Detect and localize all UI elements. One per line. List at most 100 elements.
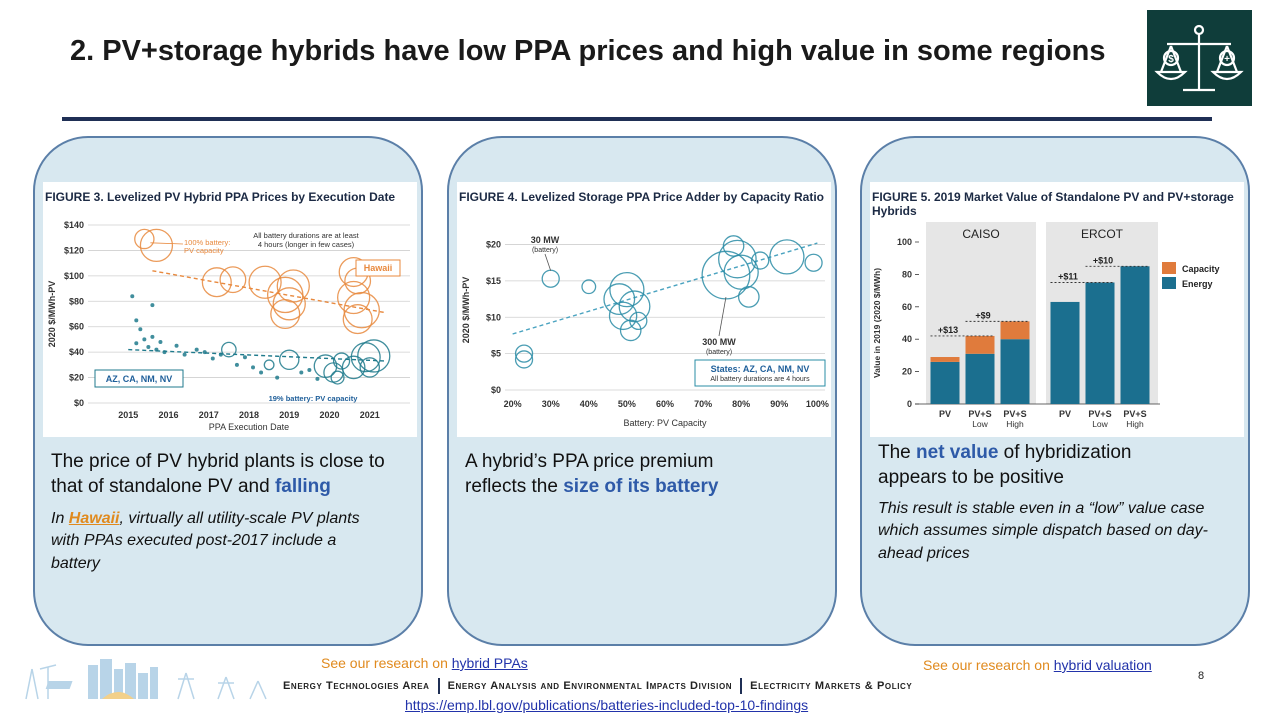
mainland-point <box>330 370 345 385</box>
duration-note: All battery durations are 4 hours <box>710 376 810 383</box>
y-tick-label: 0 <box>907 399 912 409</box>
footer-item-eaei: Energy Analysis and Environmental Impact… <box>447 679 733 692</box>
x-tick-label: 70% <box>694 399 712 409</box>
panel-pv-hybrid-prices: $0 $20 $40 $60 $80 $100 $120 $140 2015 2016 2017 20… <box>33 136 423 646</box>
y-tick-label: 60 <box>902 302 912 312</box>
title-divider <box>62 117 1212 121</box>
storage-point <box>618 290 651 323</box>
y-tick-label: $60 <box>69 322 84 332</box>
mainland-point <box>251 365 256 370</box>
figure-5-title: FIGURE 5. 2019 Market Value of Standalon… <box>872 190 1234 219</box>
hybrid-valuation-link[interactable]: hybrid valuation <box>1053 657 1152 673</box>
x-tick-label: 100% <box>806 399 829 409</box>
y-tick-label: $40 <box>69 347 84 357</box>
x-tick-label: 2019 <box>279 410 299 420</box>
balance-scale-icon: $ + <box>1154 24 1244 92</box>
x-category-label: PV <box>1059 409 1071 419</box>
panel-3-heading-post: of hybridization appears to be positive <box>878 442 1132 488</box>
storage-point <box>514 344 534 363</box>
mainland-point <box>332 352 351 370</box>
annotation-100pct: PV capacity <box>184 246 224 255</box>
annotation-19pct: 19% battery: PV capacity <box>269 394 359 403</box>
mainland-point <box>150 334 155 339</box>
legend-swatch-capacity <box>1162 262 1176 274</box>
x-tick-label: 20% <box>504 399 522 409</box>
legend-label-capacity: Capacity <box>1182 264 1220 274</box>
footer-separator <box>437 678 440 694</box>
energy-bar <box>965 353 995 404</box>
panel-3-subtext: This result is stable even in a “low” va… <box>878 500 1208 562</box>
mainland-point <box>275 375 280 380</box>
y-axis-label: 2020 $/MWh-PV <box>461 277 471 344</box>
x-category-label: High <box>1006 419 1024 429</box>
figure-4: $0 $5 $10 $15 $20 20% 30% 40% 50% 60% 70% 80% 90% 100… <box>457 182 831 437</box>
figure-5: CAISO ERCOT 0 20 40 60 80 100 Value in 2019 (202… <box>870 182 1244 437</box>
figure-3: $0 $20 $40 $60 $80 $100 $120 $140 2015 2016 2017 20… <box>43 182 417 437</box>
x-category-label: PV+S <box>1088 409 1111 419</box>
footer-bar: Energy Technologies Area Energy Analysis … <box>283 678 912 694</box>
x-tick-label: 2018 <box>239 410 259 420</box>
research-left-prefix: See our research on <box>321 655 452 671</box>
hawaii-point <box>201 267 232 298</box>
panel-2-heading: A hybrid’s PPA price premium reflects th… <box>465 450 765 499</box>
mainland-point <box>130 294 135 299</box>
energy-bar <box>1050 301 1080 404</box>
storage-point <box>609 271 645 308</box>
y-tick-label: $5 <box>491 349 501 359</box>
annotation-leader <box>150 242 184 245</box>
annotation-durations: All battery durations are at least <box>253 231 359 240</box>
panel-1-sub-post: , virtually all utility-scale PV plants … <box>51 510 360 572</box>
y-tick-label: $0 <box>74 398 84 408</box>
mainland-label: AZ, CA, NM, NV <box>106 374 173 384</box>
x-tick-label: 60% <box>656 399 674 409</box>
y-tick-label: $20 <box>486 240 501 250</box>
energy-bar <box>1000 339 1030 404</box>
x-category-label: PV+S <box>968 409 991 419</box>
panel-1-heading-text: The price of PV hybrid plants is close t… <box>51 451 385 497</box>
increment-label: +$9 <box>975 310 990 320</box>
mainland-point <box>263 359 275 371</box>
y-tick-label: $0 <box>491 385 501 395</box>
footer-publication-link[interactable]: https://emp.lbl.gov/publications/batteri… <box>405 697 809 713</box>
x-tick-label: 30% <box>542 399 560 409</box>
hawaii-point <box>270 298 301 330</box>
hawaii-point <box>342 304 373 335</box>
logo-tile: $ + <box>1147 10 1252 106</box>
panel-2-heading-text: A hybrid’s PPA price premium reflects th… <box>465 451 714 497</box>
annotation-30mw: (battery) <box>532 247 558 254</box>
mainland-point <box>357 339 391 373</box>
capacity-bar <box>1000 321 1030 340</box>
storage-point <box>581 279 597 295</box>
capacity-bar <box>930 357 960 362</box>
states-label: States: AZ, CA, NM, NV <box>711 364 810 374</box>
storage-point <box>603 283 636 316</box>
x-category-label: High <box>1126 419 1144 429</box>
mainland-point <box>242 355 247 360</box>
hawaii-point <box>276 269 310 303</box>
hawaii-point <box>219 266 247 294</box>
y-tick-label: $15 <box>486 276 501 286</box>
hawaii-point <box>134 228 155 250</box>
footer-separator <box>740 678 743 694</box>
y-tick-label: 100 <box>897 237 912 247</box>
hawaii-point <box>248 265 282 299</box>
energy-bar <box>1085 282 1115 404</box>
hybrid-ppas-link[interactable]: hybrid PPAs <box>451 655 528 671</box>
y-tick-label: 80 <box>902 269 912 279</box>
hawaii-point <box>336 280 371 315</box>
mainland-point <box>234 362 239 367</box>
mainland-point <box>134 318 139 323</box>
mainland-point <box>259 370 264 375</box>
x-tick-label: 2017 <box>199 410 219 420</box>
panel-3-heading-pre: The <box>878 442 917 463</box>
mainland-label-box <box>94 369 184 388</box>
y-tick-label: $10 <box>486 312 501 322</box>
mainland-point <box>150 303 155 308</box>
y-tick-label: $100 <box>64 271 84 281</box>
x-axis-label: PPA Execution Date <box>209 422 289 432</box>
y-tick-label: $80 <box>69 296 84 306</box>
group-label-caiso: CAISO <box>962 227 999 241</box>
mainland-point <box>278 349 300 371</box>
trendline <box>512 242 818 335</box>
storage-point <box>737 286 760 308</box>
